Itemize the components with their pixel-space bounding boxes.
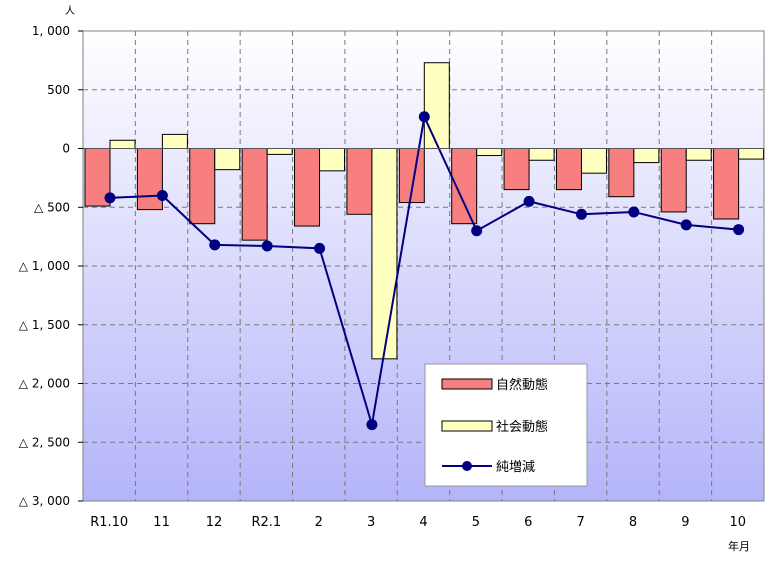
y-tick-label: △ 2, 500 xyxy=(19,435,70,449)
x-tick-label: 2 xyxy=(315,515,323,530)
legend-label: 自然動態 xyxy=(496,377,548,393)
bar-natural xyxy=(713,148,740,220)
x-tick-label: 5 xyxy=(472,515,480,530)
y-tick-label: △ 1, 500 xyxy=(19,318,70,332)
y-tick-label: △ 2, 000 xyxy=(19,377,70,391)
net-change-point xyxy=(209,239,221,251)
y-tick-label: △ 500 xyxy=(34,200,70,214)
bar-social xyxy=(738,148,765,160)
bar-social xyxy=(266,148,293,155)
x-tick-label: 9 xyxy=(681,515,689,530)
x-tick-label: 6 xyxy=(524,515,532,530)
legend-label: 社会動態 xyxy=(496,419,548,435)
bar-social xyxy=(161,133,188,149)
x-tick-label: 4 xyxy=(419,515,427,530)
net-change-point xyxy=(418,111,430,123)
net-change-point xyxy=(366,419,378,431)
x-tick-label: 7 xyxy=(577,515,585,530)
y-unit-label: 人 xyxy=(65,5,75,17)
x-tick-label: R2.1 xyxy=(251,515,281,530)
bar-social xyxy=(371,148,398,360)
net-change-point xyxy=(680,219,692,231)
bar-social xyxy=(423,62,450,149)
x-axis-label: 年月 xyxy=(728,539,750,553)
bars xyxy=(84,62,765,360)
y-tick-label: 500 xyxy=(47,83,70,97)
legend-swatch xyxy=(441,378,493,390)
x-tick-label: 8 xyxy=(629,515,637,530)
x-tick-label: 3 xyxy=(367,515,375,530)
bar-natural xyxy=(136,148,163,211)
bar-natural xyxy=(294,148,321,227)
legend-marker xyxy=(462,461,472,471)
net-change-point xyxy=(104,192,116,204)
y-tick-label: 1, 000 xyxy=(32,24,70,38)
bar-social xyxy=(633,148,660,164)
net-change-point xyxy=(471,225,483,237)
y-tick-label: 0 xyxy=(62,142,70,156)
net-change-point xyxy=(261,240,273,252)
bar-natural xyxy=(346,148,373,215)
bar-natural xyxy=(608,148,635,198)
legend-label: 純増減 xyxy=(496,459,535,475)
bar-social xyxy=(319,148,346,172)
bar-natural xyxy=(503,148,530,191)
bar-natural xyxy=(189,148,216,225)
x-tick-label: R1.10 xyxy=(90,515,128,530)
net-change-point xyxy=(628,206,640,218)
bar-natural xyxy=(660,148,687,213)
y-tick-label: △ 3, 000 xyxy=(19,494,70,508)
axes: 1, 000 500 0 △ 500 △ 1, 000 △ 1, 500 △ 2, 000 △… xyxy=(19,24,764,553)
net-change-point xyxy=(156,190,168,201)
net-change-point xyxy=(575,208,587,220)
x-tick-label: 10 xyxy=(730,515,747,530)
bar-social xyxy=(685,148,712,161)
bar-natural xyxy=(555,148,582,191)
bar-natural xyxy=(241,148,268,241)
bar-social xyxy=(109,139,136,149)
x-tick-label: 11 xyxy=(153,515,170,530)
net-change-point xyxy=(314,242,326,254)
bar-social xyxy=(476,148,503,157)
bar-social xyxy=(214,148,241,171)
bar-social xyxy=(580,148,607,174)
y-tick-label: △ 1, 000 xyxy=(19,259,70,273)
net-change-point xyxy=(733,224,745,236)
line-series xyxy=(104,111,745,431)
net-change-point xyxy=(523,195,535,207)
bar-social xyxy=(528,148,555,161)
legend-swatch xyxy=(441,420,493,432)
x-tick-label: 12 xyxy=(206,515,223,530)
